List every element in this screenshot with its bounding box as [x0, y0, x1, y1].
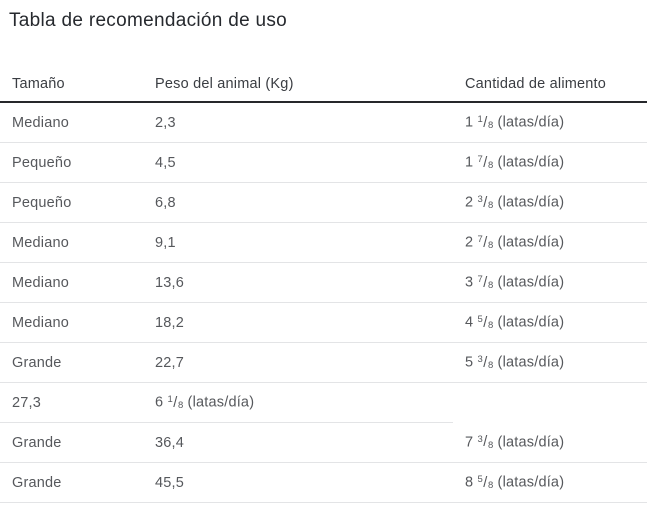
table-row: 27,3 6 1/8 (latas/día): [0, 382, 647, 423]
column-header-tamano: Tamaño: [0, 76, 143, 103]
amount-cell: 1 1/8 (latas/día): [453, 102, 647, 143]
size-cell: Mediano: [0, 222, 143, 263]
amount-cell: 2 3/8 (latas/día): [453, 182, 647, 223]
table-row: Mediano 2,3 1 1/8 (latas/día): [0, 102, 647, 143]
usage-table: Tamaño Peso del animal (Kg) Cantidad de …: [0, 76, 647, 503]
size-cell: Pequeño: [0, 142, 143, 183]
table-row: Pequeño 4,5 1 7/8 (latas/día): [0, 142, 647, 183]
column-header-peso: Peso del animal (Kg): [143, 76, 453, 103]
weight-cell: 6 1/8 (latas/día): [143, 382, 453, 423]
size-cell: Mediano: [0, 102, 143, 143]
table-row: Mediano 18,2 4 5/8 (latas/día): [0, 302, 647, 343]
amount-cell: 4 5/8 (latas/día): [453, 302, 647, 343]
header-row: Tamaño Peso del animal (Kg) Cantidad de …: [0, 76, 647, 103]
table-row: Mediano 9,1 2 7/8 (latas/día): [0, 222, 647, 263]
amount-cell: 3 7/8 (latas/día): [453, 262, 647, 303]
size-cell: Grande: [0, 462, 143, 503]
table-row: Grande 22,7 5 3/8 (latas/día): [0, 342, 647, 383]
size-cell: Mediano: [0, 302, 143, 343]
weight-cell: 18,2: [143, 302, 453, 343]
column-header-cantidad: Cantidad de alimento: [453, 76, 647, 103]
weight-cell: 45,5: [143, 462, 453, 503]
weight-cell: 13,6: [143, 262, 453, 303]
amount-cell: 7 3/8 (latas/día): [453, 422, 647, 463]
size-cell: 27,3: [0, 382, 143, 423]
table-row: Mediano 13,6 3 7/8 (latas/día): [0, 262, 647, 303]
amount-cell: 2 7/8 (latas/día): [453, 222, 647, 263]
weight-cell: 4,5: [143, 142, 453, 183]
table-row: Grande 45,5 8 5/8 (latas/día): [0, 462, 647, 503]
amount-cell: 1 7/8 (latas/día): [453, 142, 647, 183]
weight-cell: 36,4: [143, 422, 453, 463]
table-row: Pequeño 6,8 2 3/8 (latas/día): [0, 182, 647, 223]
amount-cell: 5 3/8 (latas/día): [453, 342, 647, 383]
size-cell: Mediano: [0, 262, 143, 303]
weight-cell: 6,8: [143, 182, 453, 223]
size-cell: Grande: [0, 342, 143, 383]
usage-table-section: Tabla de recomendación de uso Tamaño Pes…: [0, 9, 654, 503]
page-title: Tabla de recomendación de uso: [9, 10, 288, 31]
size-cell: Grande: [0, 422, 143, 463]
weight-cell: 2,3: [143, 102, 453, 143]
table-row: Grande 36,4 7 3/8 (latas/día): [0, 422, 647, 463]
amount-cell: 8 5/8 (latas/día): [453, 462, 647, 503]
weight-cell: 22,7: [143, 342, 453, 383]
size-cell: Pequeño: [0, 182, 143, 223]
amount-cell: [453, 383, 647, 423]
weight-cell: 9,1: [143, 222, 453, 263]
